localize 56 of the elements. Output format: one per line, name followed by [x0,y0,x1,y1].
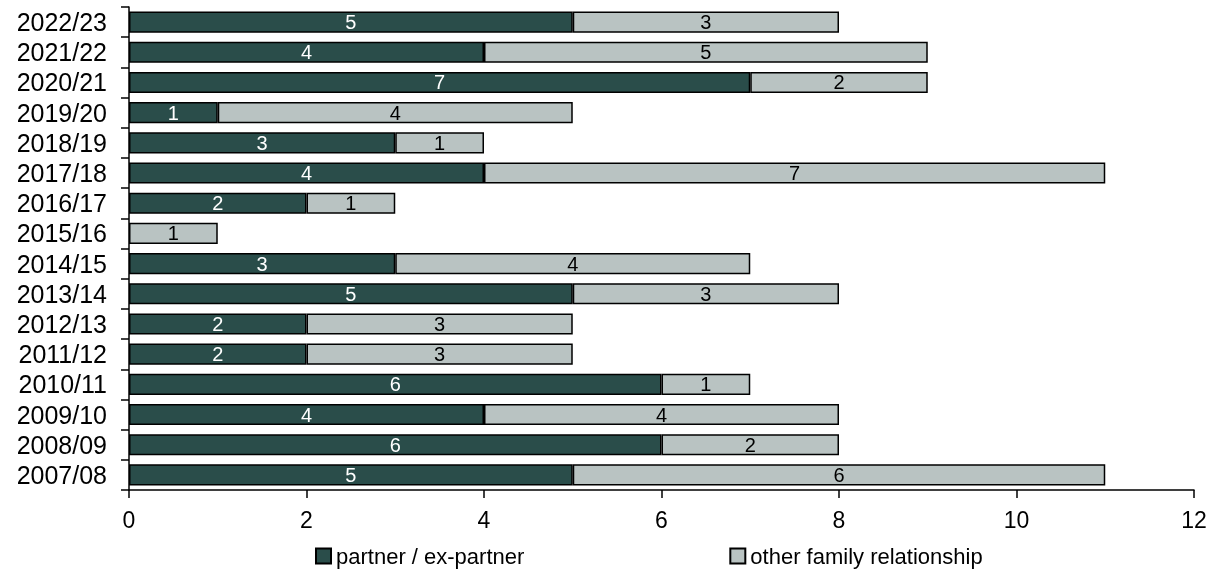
data-label: 7 [434,71,446,94]
data-label: 4 [389,101,401,124]
y-tick-label: 2018/19 [16,128,107,157]
data-label: 5 [345,11,357,34]
data-label: 5 [345,282,357,305]
data-label: 3 [434,343,446,366]
data-label: 7 [789,162,801,185]
x-tick-label: 12 [1181,506,1207,533]
data-label: 2 [212,343,224,366]
y-tick-label: 2020/21 [16,68,107,97]
data-label: 4 [300,41,313,64]
data-label: 2 [833,71,845,94]
data-label: 4 [300,162,313,185]
legend-label: other family relationship [750,543,983,569]
data-label: 2 [212,312,224,335]
data-label: 1 [167,222,179,245]
x-tick-label: 2 [300,506,313,533]
data-label: 6 [833,463,845,486]
data-label: 5 [345,463,357,486]
data-label: 6 [389,433,401,456]
data-label: 3 [256,252,268,275]
y-tick-label: 2021/22 [16,38,107,67]
x-tick-label: 4 [477,506,491,533]
data-label: 4 [655,403,668,426]
data-label: 1 [345,192,357,215]
data-label: 4 [567,252,579,275]
y-tick-label: 2013/14 [16,279,108,308]
data-label: 2 [212,192,224,215]
data-label: 3 [700,282,712,305]
x-tick-label: 10 [1003,506,1030,533]
y-tick-label: 2012/13 [16,309,107,338]
data-label: 5 [700,41,712,64]
y-tick-label: 2019/20 [16,98,107,127]
y-tick-label: 2010/11 [18,370,107,399]
data-label: 2 [744,433,756,456]
y-tick-label: 2017/18 [16,159,107,188]
x-tick-label: 0 [122,506,136,533]
data-label: 6 [389,373,401,396]
legend-label: partner / ex-partner [336,543,525,569]
data-label: 1 [167,101,179,124]
y-tick-label: 2014/15 [16,249,107,278]
y-tick-label: 2007/08 [16,460,107,489]
x-tick-label: 6 [655,506,668,533]
data-label: 3 [434,312,446,335]
x-tick-label: 8 [832,506,846,533]
y-tick-label: 2022/23 [16,8,107,37]
y-tick-label: 2011/12 [18,340,107,369]
data-label: 4 [300,403,313,426]
y-tick-label: 2008/09 [16,430,107,459]
data-label: 3 [256,131,268,154]
y-tick-label: 2009/10 [16,400,107,429]
y-tick-label: 2016/17 [16,189,107,218]
data-label: 1 [434,131,446,154]
y-tick-label: 2015/16 [16,219,107,248]
data-label: 1 [700,373,712,396]
data-label: 3 [700,11,712,34]
